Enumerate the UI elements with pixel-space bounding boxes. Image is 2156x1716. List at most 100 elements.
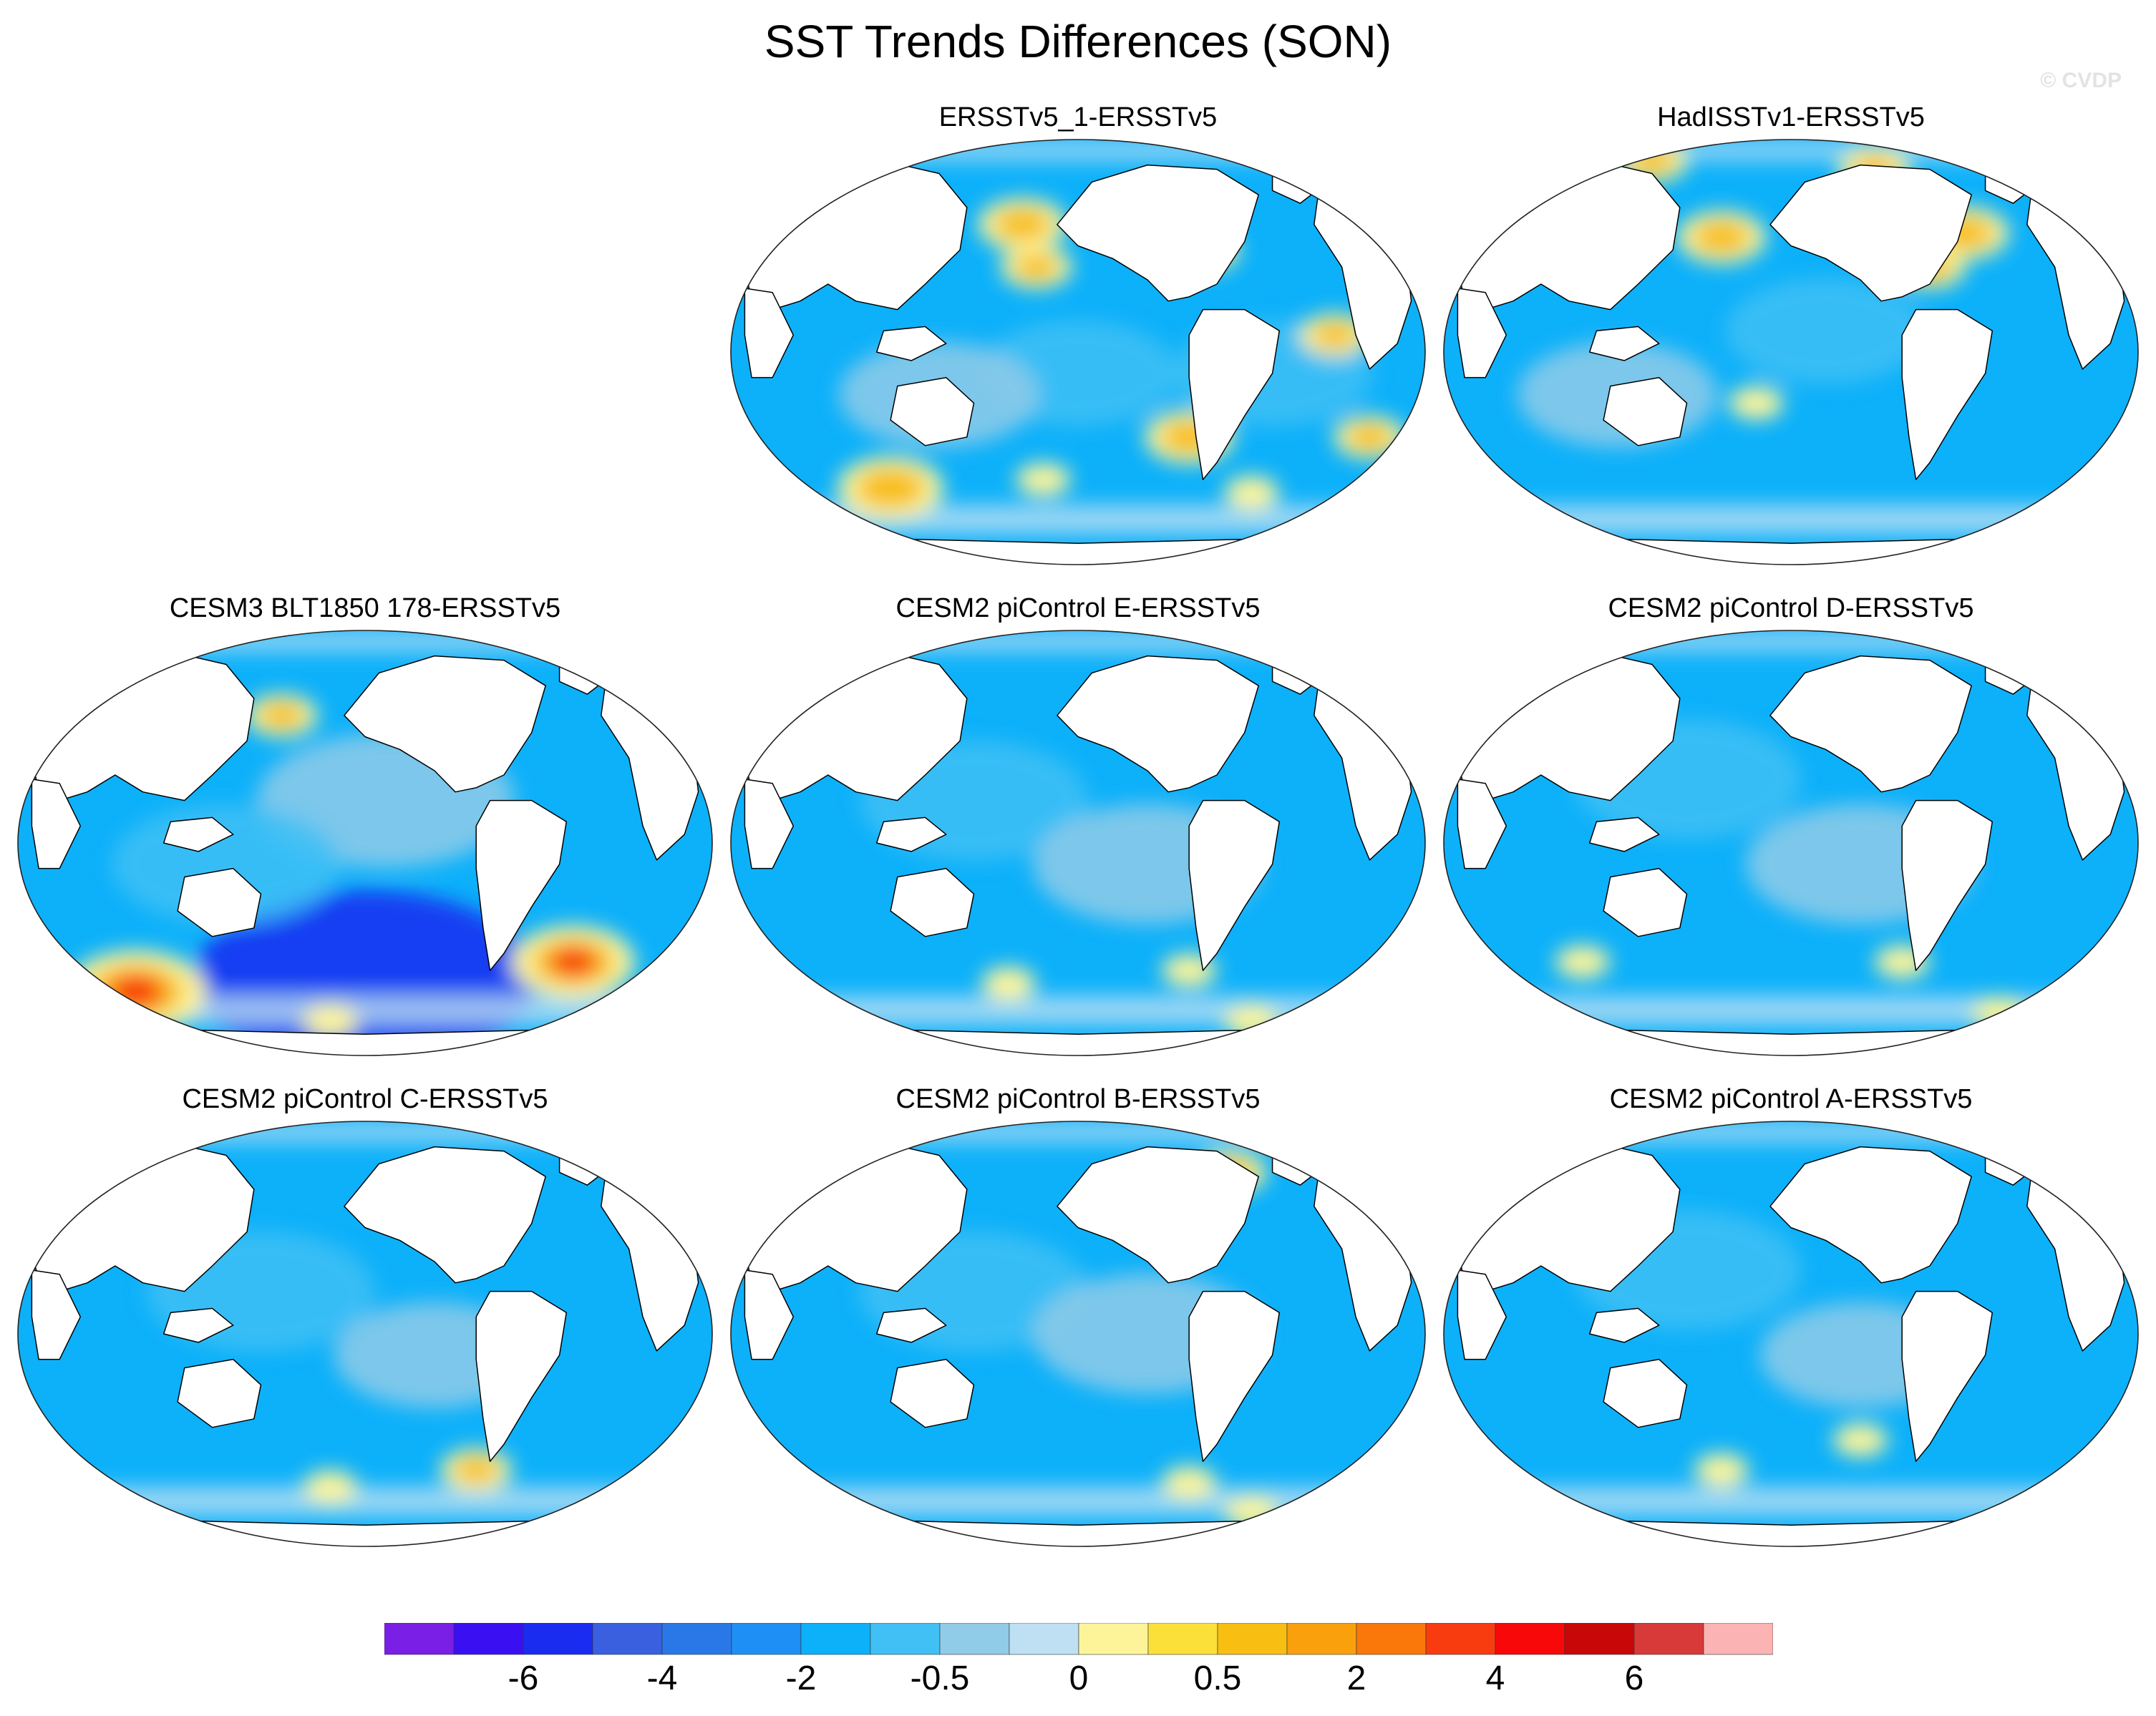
colorbar-swatch [870, 1623, 941, 1655]
colorbar-swatch [661, 1623, 732, 1655]
colorbar-tick-label: 6 [1624, 1659, 1644, 1697]
map-panel-cesm2-e: CESM2 piControl E-ERSSTv5 [727, 591, 1429, 1056]
south-america-land [1901, 308, 1994, 480]
maritime-continent-land [1588, 326, 1660, 361]
colorbar [384, 1623, 1773, 1655]
colorbar-swatch [453, 1623, 524, 1655]
africa-west-land [744, 779, 795, 869]
warm-anomaly-halo [1555, 945, 1610, 979]
colorbar-tick-label: 0.5 [1193, 1659, 1242, 1697]
arctic-band [1444, 140, 2138, 161]
map-panel-ersstv5-1: ERSSTv5_1-ERSSTv5 [727, 100, 1429, 565]
warm-anomaly-core [1014, 254, 1058, 281]
australia-land [177, 867, 262, 937]
panel-title: CESM2 piControl A-ERSSTv5 [1609, 1084, 1973, 1114]
warm-anomaly-halo [303, 1005, 358, 1038]
map-panel-cesm2-d: CESM2 piControl D-ERSSTv5 [1440, 591, 2142, 1056]
maritime-continent-land [162, 1307, 234, 1343]
world-map [730, 630, 1426, 1056]
colorbar-swatch [1633, 1623, 1704, 1655]
world-map [17, 1121, 713, 1547]
map-outline [730, 630, 1426, 1056]
africa-west-land [744, 288, 795, 379]
cool-anomaly-region [1725, 278, 1926, 384]
colorbar-swatch [939, 1623, 1010, 1655]
arctic-band [731, 1121, 1425, 1143]
warm-anomaly-halo [303, 1470, 358, 1503]
australia-land [890, 376, 975, 447]
panel-title: CESM2 piControl C-ERSSTv5 [182, 1084, 548, 1114]
world-map [1443, 1121, 2139, 1547]
south-america-land [1188, 1290, 1281, 1462]
arctic-band [731, 630, 1425, 652]
colorbar-swatch [1147, 1623, 1218, 1655]
map-panel-cesm2-b: CESM2 piControl B-ERSSTv5 [727, 1082, 1429, 1547]
arctic-band [18, 630, 712, 652]
world-map [1443, 139, 2139, 565]
colorbar-tick-label: -6 [508, 1659, 539, 1697]
australia-land [1603, 376, 1688, 447]
warm-anomaly-halo [1016, 463, 1071, 497]
colorbar-tick-label: 4 [1485, 1659, 1505, 1697]
south-america-land [1901, 1290, 1994, 1462]
southern-ocean-band [18, 1486, 712, 1516]
warm-anomaly-halo [981, 967, 1036, 1000]
cvdp-watermark: © CVDP [2040, 69, 2122, 92]
africa-west-land [744, 1269, 795, 1360]
colorbar-tick-label: 2 [1346, 1659, 1366, 1697]
maritime-continent-land [875, 816, 947, 852]
colorbar-swatch [1217, 1623, 1288, 1655]
map-outline [17, 1121, 713, 1547]
map-outline [730, 1121, 1426, 1547]
colorbar-tick-label: 0 [1069, 1659, 1089, 1697]
map-outline [1443, 139, 2139, 565]
panel-title: CESM2 piControl B-ERSSTv5 [895, 1084, 1261, 1114]
world-map [1443, 630, 2139, 1056]
warm-anomaly-halo [1729, 386, 1784, 420]
colorbar-swatch [1009, 1623, 1079, 1655]
hot-anomaly-core [550, 947, 597, 978]
colorbar-swatch [523, 1623, 593, 1655]
colorbar-swatch [1286, 1623, 1357, 1655]
arctic-band [1444, 1121, 2138, 1143]
south-america-land [1188, 308, 1281, 480]
main-title: SST Trends Differences (SON) [764, 16, 1392, 67]
southern-ocean-band [18, 995, 712, 1025]
north-america-land [1769, 1146, 1972, 1284]
panel-title: HadISSTv1-ERSSTv5 [1657, 102, 1925, 132]
panel-title: CESM3 BLT1850 178-ERSSTv5 [169, 593, 561, 623]
map-panel-cesm2-a: CESM2 piControl A-ERSSTv5 [1440, 1082, 2142, 1547]
australia-land [890, 867, 975, 937]
colorbar-swatch [1425, 1623, 1496, 1655]
world-map [730, 139, 1426, 565]
southern-ocean-band [1444, 995, 2138, 1025]
colorbar-swatch [1356, 1623, 1427, 1655]
panel-title: CESM2 piControl D-ERSSTv5 [1608, 593, 1974, 623]
colorbar-swatch [800, 1623, 871, 1655]
colorbar-swatch [592, 1623, 663, 1655]
warm-anomaly-halo [1224, 476, 1279, 510]
south-america-land [475, 799, 568, 971]
colorbar-swatch [1495, 1623, 1565, 1655]
colorbar-swatch [384, 1623, 455, 1655]
map-outline [17, 630, 713, 1056]
arctic-band [18, 1121, 712, 1143]
warm-anomaly-halo [1694, 1453, 1749, 1487]
australia-land [1603, 867, 1688, 937]
africa-west-land [1457, 288, 1507, 379]
north-america-land [1769, 164, 1972, 302]
australia-land [177, 1358, 262, 1428]
north-america-land [1769, 655, 1972, 793]
colorbar-swatch [1703, 1623, 1773, 1655]
warm-anomaly-core [1348, 424, 1392, 450]
world-map [17, 630, 713, 1056]
warm-anomaly-halo [1833, 1423, 1888, 1457]
southern-ocean-band [731, 995, 1425, 1025]
warm-anomaly-core [1313, 322, 1356, 348]
maritime-continent-land [1588, 1307, 1660, 1343]
maritime-continent-land [875, 1307, 947, 1343]
map-panel-cesm3-blt1850: CESM3 BLT1850 178-ERSSTv5 [14, 591, 716, 1056]
south-america-land [475, 1290, 568, 1462]
arctic-band [1444, 630, 2138, 652]
australia-land [890, 1358, 975, 1428]
